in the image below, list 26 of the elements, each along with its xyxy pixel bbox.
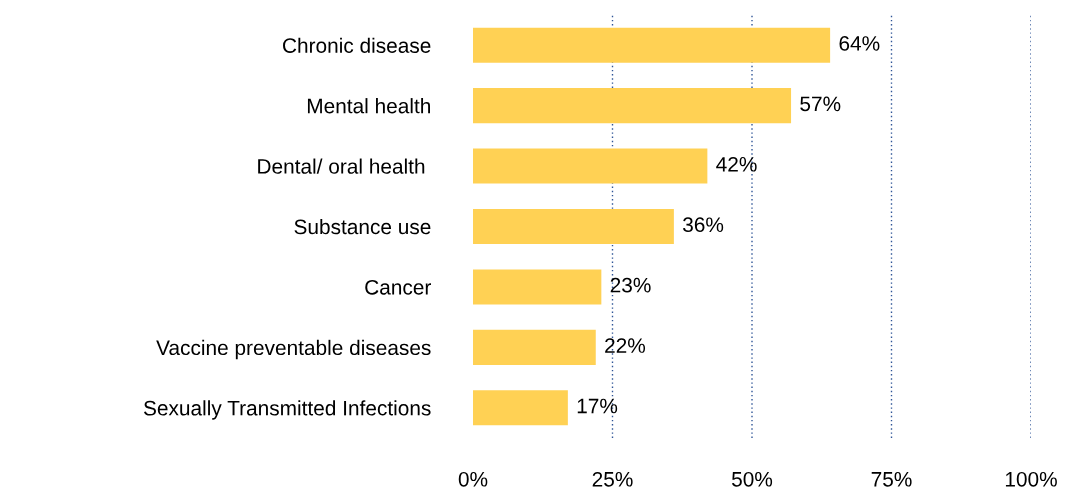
data-label: 22% [605, 338, 646, 353]
y-tick-label: Substance use [294, 218, 431, 235]
x-tick-label: 100% [1005, 471, 1057, 487]
x-tick-label: 0% [458, 471, 488, 487]
y-tick-label: Cancer [365, 279, 431, 295]
bar [473, 27, 831, 63]
bar [473, 88, 792, 124]
data-label: 64% [839, 36, 880, 51]
x-tick-label: 75% [871, 471, 912, 487]
data-label: 42% [716, 156, 757, 172]
y-tick-label: Sexually Transmitted Infections [143, 400, 431, 420]
bar [473, 208, 674, 245]
y-tick-label: Mental health [307, 98, 430, 114]
x-tick-label: 50% [731, 471, 773, 487]
data-label: 23% [610, 277, 651, 293]
y-tick-label: Chronic disease [283, 37, 431, 53]
bar [473, 269, 602, 305]
y-tick-label: Vaccine preventable diseases [156, 339, 431, 360]
data-label: 17% [577, 398, 618, 414]
bar [473, 329, 596, 365]
bar [473, 148, 708, 184]
data-label: 36% [683, 217, 724, 233]
y-tick-label: Dental/ oral health [258, 158, 425, 174]
bar [473, 390, 568, 426]
data-label: 57% [800, 96, 841, 112]
x-tick-label: 25% [592, 471, 633, 487]
